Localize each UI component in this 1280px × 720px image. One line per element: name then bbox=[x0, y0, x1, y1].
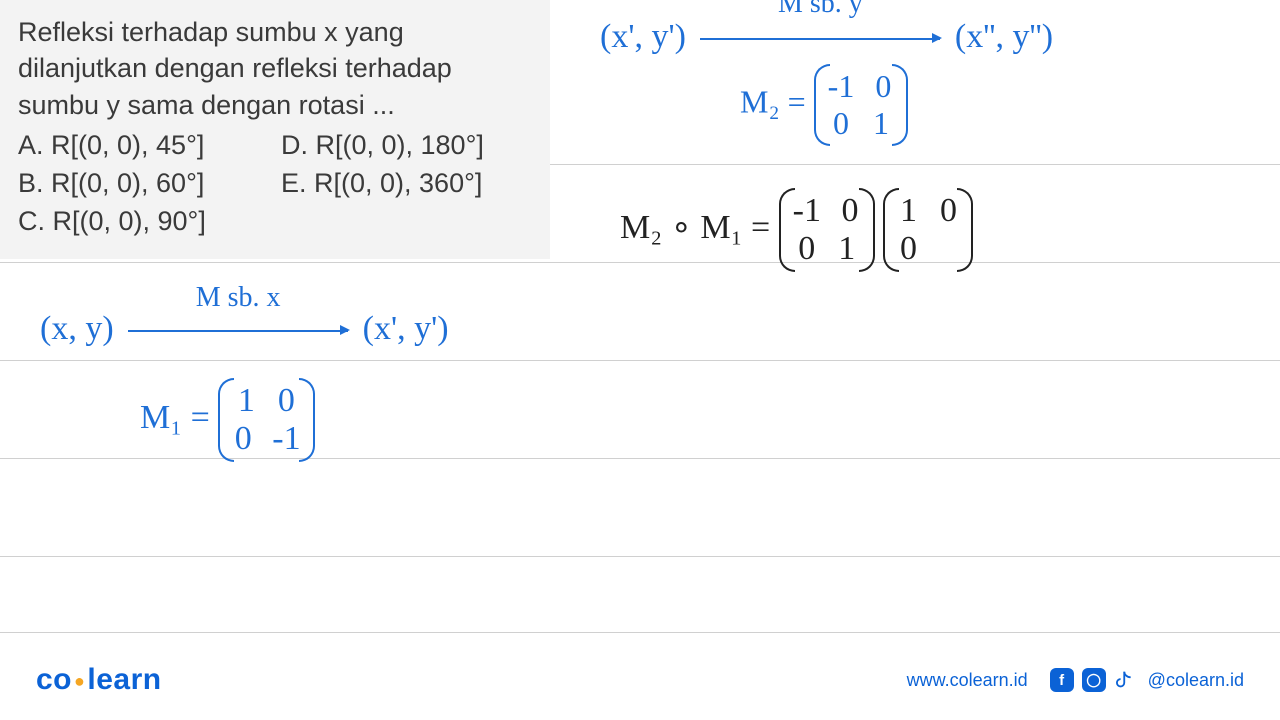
mB-01: 0 bbox=[937, 192, 959, 230]
tiktok-icon bbox=[1114, 667, 1140, 693]
m2-10: 0 bbox=[830, 105, 852, 142]
work-step2: (x', y') M sb. y (x'', y'') bbox=[600, 18, 1053, 56]
m2-11: 1 bbox=[870, 105, 892, 142]
logo-dot-icon: ● bbox=[72, 671, 87, 691]
arrow-icon bbox=[700, 38, 940, 40]
social-group: f ◯ @colearn.id bbox=[1050, 667, 1244, 693]
work-m2: M₂ = -10 01 bbox=[740, 66, 908, 144]
comp-lhs: M₂ ∘ M₁ = bbox=[620, 209, 770, 246]
q-line3: sumbu y sama dengan rotasi ... bbox=[18, 90, 395, 120]
question-text: Refleksi terhadap sumbu x yang dilanjutk… bbox=[18, 14, 532, 123]
mA-00: -1 bbox=[793, 192, 821, 230]
q-line1: Refleksi terhadap sumbu x yang bbox=[18, 17, 404, 47]
footer: co●learn www.colearn.id f ◯ @colearn.id bbox=[0, 660, 1280, 700]
m1-10: 0 bbox=[232, 420, 254, 458]
logo-learn: learn bbox=[87, 663, 161, 696]
m2-matrix: -10 01 bbox=[814, 66, 909, 144]
m1-11: -1 bbox=[272, 420, 300, 458]
step1-to: (x', y') bbox=[363, 310, 449, 347]
option-b: B. R[(0, 0), 60°] bbox=[18, 165, 269, 203]
option-c: C. R[(0, 0), 90°] bbox=[18, 203, 269, 241]
comp-mA: -10 01 bbox=[779, 190, 875, 270]
logo: co●learn bbox=[36, 663, 162, 697]
work-m1: M₁ = 10 0-1 bbox=[140, 380, 315, 460]
question-box: Refleksi terhadap sumbu x yang dilanjutk… bbox=[0, 0, 550, 259]
step2-label: M sb. y bbox=[778, 0, 863, 20]
options-grid: A. R[(0, 0), 45°] D. R[(0, 0), 180°] B. … bbox=[18, 127, 532, 240]
m2-prefix: M₂ = bbox=[740, 83, 806, 119]
mB-00: 1 bbox=[897, 192, 919, 230]
option-e: E. R[(0, 0), 360°] bbox=[281, 165, 532, 203]
m1-matrix: 10 0-1 bbox=[218, 380, 314, 460]
mB-10: 0 bbox=[897, 230, 919, 268]
m1-00: 1 bbox=[235, 382, 257, 420]
mA-11: 1 bbox=[836, 230, 858, 268]
m1-prefix: M₁ = bbox=[140, 399, 210, 436]
q-line2: dilanjutkan dengan refleksi terhadap bbox=[18, 53, 452, 83]
mA-10: 0 bbox=[796, 230, 818, 268]
comp-mB: 10 0 bbox=[883, 190, 973, 270]
option-a: A. R[(0, 0), 45°] bbox=[18, 127, 269, 165]
mA-01: 0 bbox=[839, 192, 861, 230]
arrow-icon bbox=[128, 330, 348, 332]
m1-01: 0 bbox=[275, 382, 297, 420]
step2-to: (x'', y'') bbox=[955, 18, 1053, 55]
work-step1: (x, y) M sb. x (x', y') bbox=[40, 310, 449, 348]
work-composition: M₂ ∘ M₁ = -10 01 10 0 bbox=[620, 190, 973, 270]
social-handle: @colearn.id bbox=[1148, 670, 1244, 691]
m2-00: -1 bbox=[828, 68, 855, 105]
option-d: D. R[(0, 0), 180°] bbox=[281, 127, 532, 165]
footer-url: www.colearn.id bbox=[907, 670, 1028, 691]
footer-right: www.colearn.id f ◯ @colearn.id bbox=[907, 667, 1244, 693]
step1-label: M sb. x bbox=[196, 282, 281, 314]
facebook-icon: f bbox=[1050, 668, 1074, 692]
logo-co: co bbox=[36, 663, 72, 696]
step2-from: (x', y') bbox=[600, 18, 686, 55]
mB-11 bbox=[937, 230, 959, 268]
instagram-icon: ◯ bbox=[1082, 668, 1106, 692]
m2-01: 0 bbox=[872, 68, 894, 105]
step1-from: (x, y) bbox=[40, 310, 114, 347]
